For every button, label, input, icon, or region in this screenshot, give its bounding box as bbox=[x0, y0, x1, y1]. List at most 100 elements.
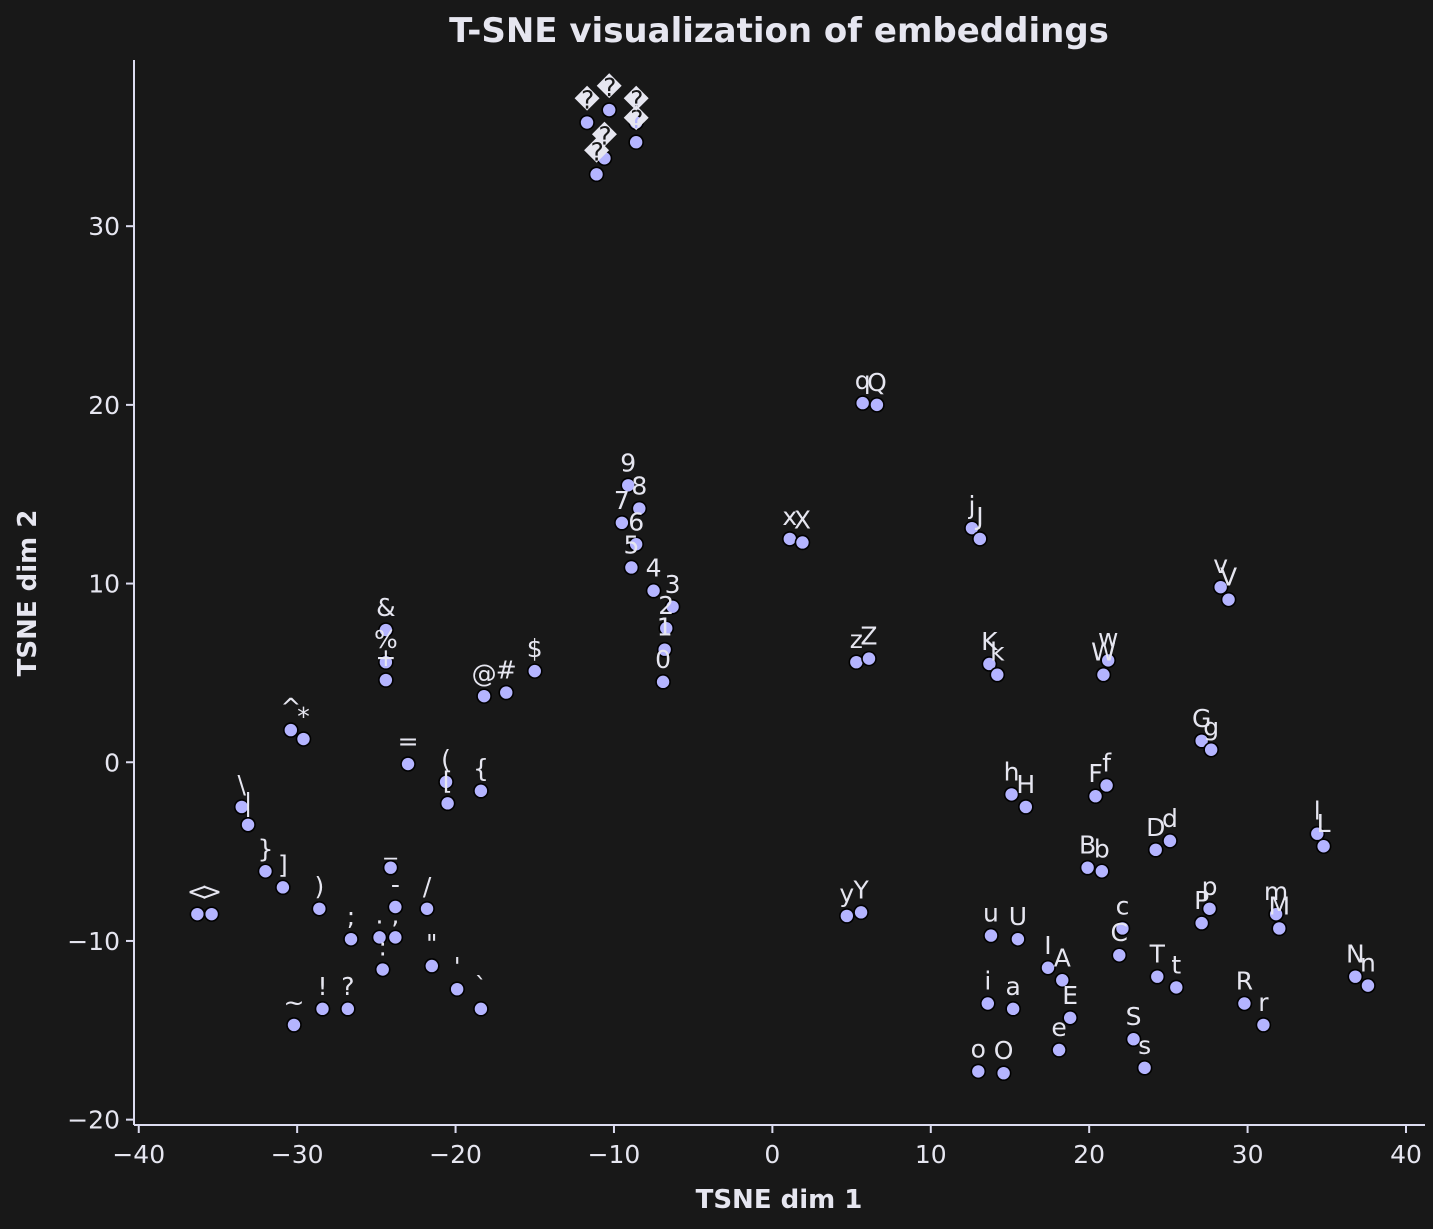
scatter-point bbox=[1003, 786, 1020, 803]
scatter-point bbox=[1201, 900, 1218, 917]
point-label: > bbox=[201, 877, 222, 906]
point-label: & bbox=[376, 593, 396, 622]
point-label: $ bbox=[527, 634, 543, 663]
point-label: j bbox=[967, 491, 975, 520]
scatter-point bbox=[387, 929, 404, 946]
y-axis-label: TSNE dim 2 bbox=[13, 510, 43, 677]
point-label: l bbox=[1314, 797, 1321, 826]
point-label: - bbox=[391, 870, 400, 899]
scatter-point bbox=[579, 114, 595, 131]
point-label: ! bbox=[317, 972, 327, 1001]
scatter-point bbox=[601, 102, 618, 118]
scatter-point bbox=[311, 900, 328, 917]
point-label: D bbox=[1146, 813, 1165, 842]
point-label: X bbox=[794, 505, 811, 534]
point-label: K bbox=[981, 627, 998, 656]
point-label: h bbox=[1004, 757, 1020, 786]
point-label: ? bbox=[341, 972, 354, 1001]
point-label: � bbox=[592, 121, 618, 150]
point-label: ^ bbox=[280, 693, 301, 722]
point-label: S bbox=[1126, 1002, 1142, 1031]
point-label: G bbox=[1192, 704, 1211, 733]
scatter-point bbox=[794, 534, 811, 551]
scatter-point bbox=[1111, 947, 1128, 964]
point-label: . bbox=[376, 900, 384, 929]
point-label: p bbox=[1202, 872, 1218, 901]
point-label: e bbox=[1051, 1013, 1066, 1042]
scatter-point bbox=[1100, 652, 1116, 669]
scatter-point bbox=[419, 900, 435, 917]
scatter-point bbox=[972, 531, 988, 547]
point-label: J bbox=[974, 502, 983, 531]
point-label: q bbox=[855, 366, 871, 395]
scatter-point bbox=[473, 1001, 489, 1017]
point-label: � bbox=[623, 105, 649, 134]
point-label: E bbox=[1062, 981, 1078, 1010]
point-label: 1 bbox=[657, 613, 673, 642]
scatter-point bbox=[1136, 1060, 1153, 1076]
scatter-point bbox=[371, 929, 388, 946]
scatter-point bbox=[439, 795, 456, 812]
scatter-point bbox=[449, 981, 465, 997]
point-label: T bbox=[1149, 940, 1166, 969]
point-label: 7 bbox=[614, 486, 630, 515]
scatter-point bbox=[1018, 799, 1034, 815]
scatter-point bbox=[1005, 1001, 1021, 1017]
y-tick-label: 10 bbox=[88, 570, 120, 599]
chart-title: T-SNE visualization of embeddings bbox=[449, 11, 1109, 51]
point-label: 4 bbox=[646, 554, 662, 583]
point-label: ` bbox=[475, 972, 488, 1001]
scatter-point bbox=[645, 582, 662, 599]
point-label: \ bbox=[237, 770, 246, 799]
point-label: M bbox=[1268, 891, 1290, 920]
scatter-point bbox=[1236, 995, 1253, 1012]
scatter-point bbox=[1193, 915, 1210, 931]
scatter-point bbox=[655, 674, 671, 690]
scatter-point bbox=[203, 906, 220, 922]
point-label: H bbox=[1016, 770, 1035, 799]
x-tick-label: −10 bbox=[588, 1140, 641, 1169]
point-label: # bbox=[496, 656, 517, 685]
scatter-point bbox=[295, 731, 312, 747]
scatter-point bbox=[981, 656, 998, 672]
scatter-point bbox=[1168, 979, 1185, 996]
scatter-point bbox=[980, 995, 996, 1012]
point-label: N bbox=[1346, 940, 1365, 969]
scatter-point bbox=[623, 559, 640, 576]
scatter-point bbox=[631, 500, 648, 517]
scatter-point bbox=[1054, 972, 1071, 989]
point-label: { bbox=[473, 754, 489, 783]
scatter-point bbox=[400, 756, 416, 772]
point-label: t bbox=[1171, 950, 1181, 979]
point-label: } bbox=[258, 834, 274, 863]
point-label: 9 bbox=[620, 448, 636, 477]
point-label: 6 bbox=[628, 507, 644, 536]
point-label: O bbox=[994, 1036, 1014, 1065]
scatter-point bbox=[314, 1001, 331, 1017]
point-label: ~ bbox=[284, 988, 305, 1017]
point-label: F bbox=[1088, 759, 1102, 788]
point-label: [ bbox=[443, 766, 453, 795]
scatter-point bbox=[343, 931, 359, 947]
scatter-point bbox=[1087, 788, 1104, 805]
point-label: ' bbox=[454, 952, 461, 981]
scatter-points bbox=[189, 102, 1376, 1081]
point-label: 2 bbox=[658, 591, 674, 620]
point-label: V bbox=[1220, 563, 1237, 592]
scatter-point bbox=[240, 816, 256, 833]
scatter-point bbox=[614, 515, 630, 531]
x-tick-label: 40 bbox=[1390, 1140, 1422, 1169]
scatter-point bbox=[275, 879, 291, 896]
scatter-point bbox=[424, 958, 440, 974]
scatter-point bbox=[526, 663, 543, 679]
point-label: k bbox=[990, 638, 1005, 667]
x-tick-label: 10 bbox=[915, 1140, 947, 1169]
scatter-point bbox=[628, 536, 644, 553]
point-label: � bbox=[623, 86, 649, 115]
scatter-point bbox=[983, 927, 999, 944]
scatter-point bbox=[848, 654, 865, 670]
scatter-point bbox=[1147, 842, 1164, 858]
scatter-point bbox=[853, 904, 869, 921]
scatter-point bbox=[854, 395, 871, 411]
